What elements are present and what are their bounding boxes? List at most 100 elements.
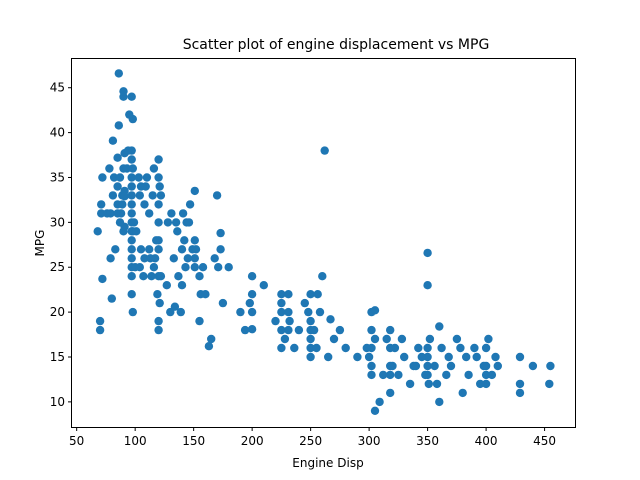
data-point	[95, 316, 105, 326]
data-point	[341, 343, 350, 353]
data-point	[546, 361, 555, 371]
data-point	[145, 245, 154, 254]
data-point	[446, 361, 456, 371]
data-point	[216, 228, 225, 238]
data-point	[382, 334, 391, 344]
data-point	[245, 298, 254, 308]
data-point	[127, 173, 136, 182]
data-point	[174, 272, 183, 281]
data-point	[113, 153, 122, 162]
data-point	[370, 334, 380, 344]
data-point	[154, 245, 163, 254]
data-point	[156, 191, 166, 200]
data-point	[93, 227, 102, 236]
data-point	[198, 263, 208, 272]
data-point	[284, 325, 293, 335]
data-point	[139, 272, 148, 281]
data-point	[240, 325, 250, 335]
data-point	[155, 298, 164, 308]
data-point	[135, 263, 144, 272]
data-point	[481, 379, 491, 389]
data-point	[394, 370, 403, 380]
y-tick-label: 35	[50, 170, 65, 184]
data-point	[129, 218, 139, 227]
data-point	[493, 361, 502, 371]
data-point	[167, 209, 176, 218]
data-point	[306, 352, 315, 362]
data-point	[309, 325, 319, 335]
data-point	[423, 248, 432, 258]
data-point	[115, 173, 125, 182]
data-point	[140, 254, 149, 263]
data-point	[335, 325, 345, 335]
data-point	[214, 263, 223, 272]
data-point	[127, 182, 136, 191]
data-point	[127, 191, 136, 200]
data-point	[177, 281, 187, 290]
data-point	[390, 343, 400, 353]
data-point	[210, 254, 219, 263]
x-axis-label: Engine Disp	[292, 456, 363, 470]
data-point	[145, 209, 154, 218]
data-point	[169, 254, 178, 263]
data-point	[140, 200, 149, 209]
data-point	[127, 92, 136, 101]
data-point	[201, 290, 210, 299]
data-point	[430, 361, 439, 371]
data-point	[195, 316, 204, 326]
data-point	[191, 245, 201, 254]
data-point	[183, 254, 192, 263]
data-point	[515, 388, 525, 398]
data-point	[195, 272, 204, 281]
data-point	[150, 254, 160, 263]
y-tick-label: 30	[50, 215, 65, 229]
data-point	[481, 370, 491, 380]
data-point	[97, 200, 106, 209]
data-point	[236, 307, 245, 317]
data-point	[114, 69, 124, 78]
data-point	[127, 200, 136, 209]
data-point	[127, 272, 136, 281]
data-point	[425, 334, 435, 344]
data-point	[472, 352, 481, 362]
data-point	[528, 361, 538, 371]
data-point	[190, 254, 199, 263]
data-point	[290, 343, 299, 353]
data-point	[107, 294, 117, 303]
data-point	[132, 227, 141, 236]
data-point	[423, 343, 432, 353]
data-point	[123, 146, 133, 155]
x-tick-label: 150	[182, 434, 205, 448]
data-point	[259, 281, 268, 290]
data-point	[284, 290, 293, 299]
data-point	[280, 334, 290, 344]
plot-frame	[71, 58, 576, 428]
data-point	[98, 274, 107, 284]
data-point	[247, 325, 257, 334]
data-point	[277, 290, 286, 299]
data-point	[106, 209, 115, 218]
data-point	[142, 173, 152, 182]
x-axis-ticks: 50 100 150 200 250 300 350 400 450	[69, 427, 556, 448]
y-tick-label: 45	[50, 81, 65, 95]
data-point	[155, 182, 164, 191]
data-point	[442, 370, 451, 380]
data-point	[113, 182, 122, 191]
data-point	[141, 182, 150, 191]
data-point	[180, 236, 189, 245]
data-point	[456, 343, 465, 353]
data-point	[277, 325, 286, 335]
data-point	[190, 186, 199, 196]
data-point	[147, 272, 156, 281]
data-point	[294, 325, 304, 335]
data-point	[444, 352, 453, 362]
data-point	[128, 307, 137, 317]
data-point	[149, 263, 159, 272]
data-point	[154, 200, 163, 209]
data-point	[108, 191, 118, 200]
data-point	[119, 87, 128, 96]
data-point	[545, 379, 554, 389]
data-point	[470, 343, 479, 353]
data-point	[367, 325, 376, 335]
